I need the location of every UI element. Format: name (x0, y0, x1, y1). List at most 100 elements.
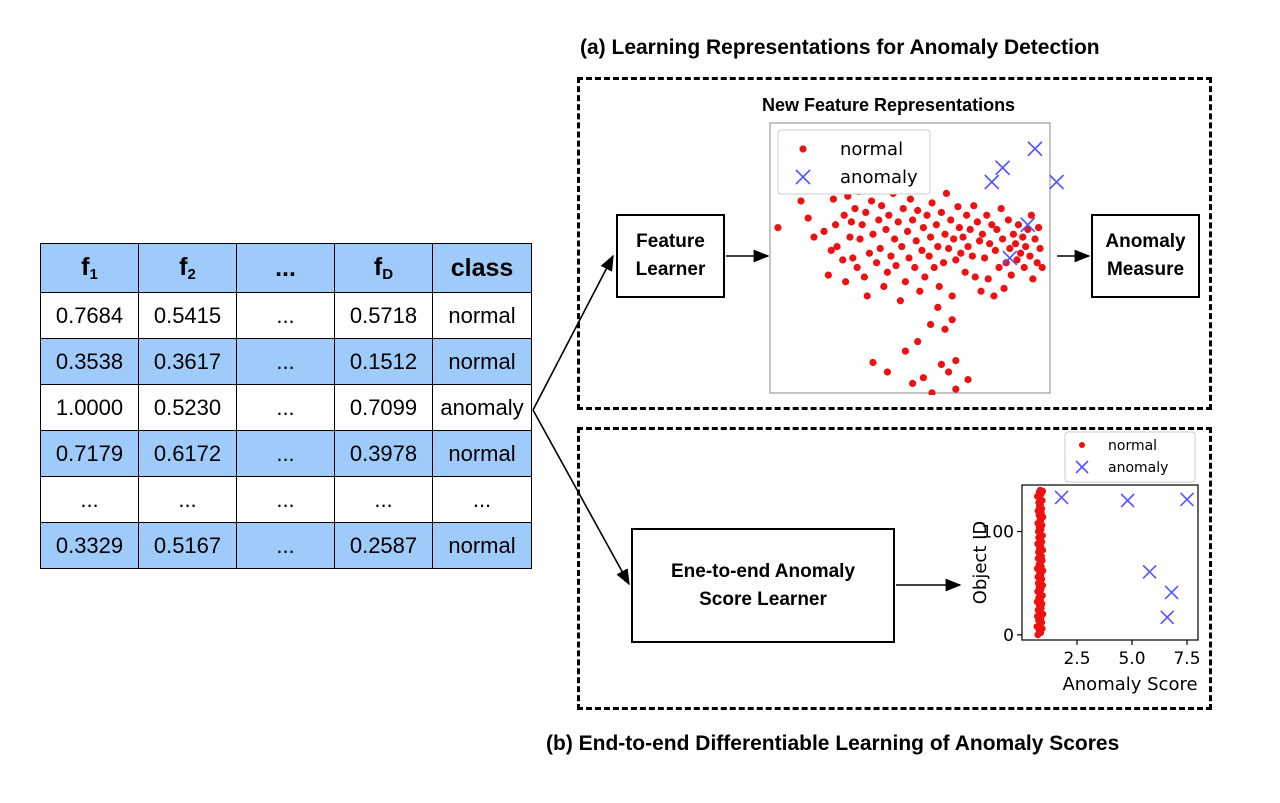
table-row: 0.7179 0.6172... 0.3978 normal (40, 430, 532, 477)
normal-point (901, 347, 909, 355)
table-cell: 0.3538 (40, 338, 139, 385)
normal-point (939, 259, 948, 267)
normal-point (919, 224, 927, 232)
normal-point (964, 243, 972, 251)
normal-point (833, 243, 841, 251)
table-cell: 1.0000 (40, 384, 139, 431)
scatter-plot-b: 0 100 2.5 5.0 7.5 Anomaly Score Object ID norma… (970, 431, 1200, 695)
normal-point (896, 297, 904, 305)
anomaly-point (1179, 492, 1195, 507)
normal-point (947, 216, 955, 224)
normal-point (977, 287, 985, 295)
plot-a-legend: normal anomaly (777, 129, 931, 195)
scatter-a-title: New Feature Representations (762, 95, 1016, 115)
normal-point (1006, 244, 1014, 253)
normal-point (966, 225, 974, 234)
header-ellipsis: ... (236, 243, 335, 293)
table-cell: normal (432, 430, 532, 477)
normal-point (916, 287, 924, 295)
normal-point (971, 273, 979, 281)
section-a-title: (a) Learning Representations for Anomaly… (580, 36, 1100, 59)
table-cell: ... (236, 338, 335, 385)
normal-point (952, 357, 960, 365)
score-learner-line2: Score Learner (699, 588, 827, 610)
table-cell: ... (236, 384, 335, 431)
normal-point (883, 368, 891, 376)
plot-b-frame (1021, 484, 1199, 641)
normal-point (883, 268, 891, 276)
normal-point (950, 235, 958, 243)
normal-point (829, 195, 837, 203)
table-cell: 0.2587 (334, 522, 433, 569)
table-row: 1.0000 0.5230... 0.7099 anomaly (40, 384, 532, 431)
table-cell: normal (432, 522, 532, 569)
table-cell: 0.5167 (138, 522, 237, 569)
normal-point (878, 202, 886, 210)
normal-point (948, 292, 956, 300)
normal-point (988, 221, 996, 229)
section-a-frame (577, 77, 1212, 410)
normal-point (927, 233, 935, 241)
anomaly-point (1002, 250, 1018, 266)
normal-point (927, 320, 935, 329)
normal-point (863, 292, 871, 300)
plot-b-legend: normal anomaly (1064, 431, 1196, 483)
normal-point (1004, 216, 1012, 224)
normal-point (1002, 259, 1010, 267)
legend-normal-label: normal (840, 139, 903, 160)
normal-point (906, 195, 915, 203)
normal-point (909, 379, 917, 387)
normal-point (959, 233, 967, 241)
table-cell: 0.5230 (138, 384, 237, 431)
normal-point (945, 244, 953, 253)
normal-point (880, 282, 888, 291)
normal-point (824, 271, 832, 279)
x-tick-label: 2.5 (1063, 649, 1090, 669)
normal-point (925, 252, 933, 260)
normal-point (853, 263, 861, 272)
table-row: ............... (40, 476, 532, 523)
normal-point (1033, 259, 1041, 267)
table-cell: 0.3617 (138, 338, 237, 385)
table-cell: 0.3329 (40, 522, 139, 569)
table-cell: normal (432, 338, 532, 385)
table-cell: ... (236, 522, 335, 569)
table-cell: ... (138, 476, 237, 523)
header-fd: fD (334, 243, 433, 293)
normal-point (827, 246, 835, 254)
normal-point (930, 263, 938, 272)
normal-point (983, 211, 991, 219)
header-f1: f1 (40, 243, 139, 293)
score-learner-line1: Ene-to-end Anomaly (670, 560, 856, 582)
normal-point (849, 254, 857, 262)
normal-point (995, 263, 1003, 272)
normal-point (921, 273, 929, 281)
table-cell: ... (236, 430, 335, 477)
normal-point (942, 189, 951, 197)
normal-point (970, 202, 978, 210)
normal-point (856, 235, 864, 243)
normal-point (957, 249, 965, 257)
table-cell: 0.3978 (334, 430, 433, 477)
normal-point (984, 275, 992, 283)
table-cell: ... (334, 476, 433, 523)
table-cell: ... (236, 292, 335, 339)
normal-point (935, 282, 943, 291)
normal-point (923, 211, 931, 219)
normal-point (887, 252, 895, 260)
normal-point (899, 205, 907, 213)
normal-point (937, 360, 945, 368)
normal-point (955, 224, 963, 232)
normal-point (911, 263, 919, 272)
normal-point (869, 358, 877, 367)
normal-point (990, 292, 998, 300)
normal-point (876, 244, 884, 253)
normal-point (973, 218, 981, 226)
normal-point (934, 243, 942, 251)
anomaly-point (1049, 174, 1065, 190)
normal-point (961, 268, 969, 276)
normal-point (846, 233, 854, 241)
x-axis-label: Anomaly Score (1062, 674, 1197, 695)
anomaly-measure-line2: Measure (1106, 259, 1185, 280)
normal-point (840, 211, 848, 219)
